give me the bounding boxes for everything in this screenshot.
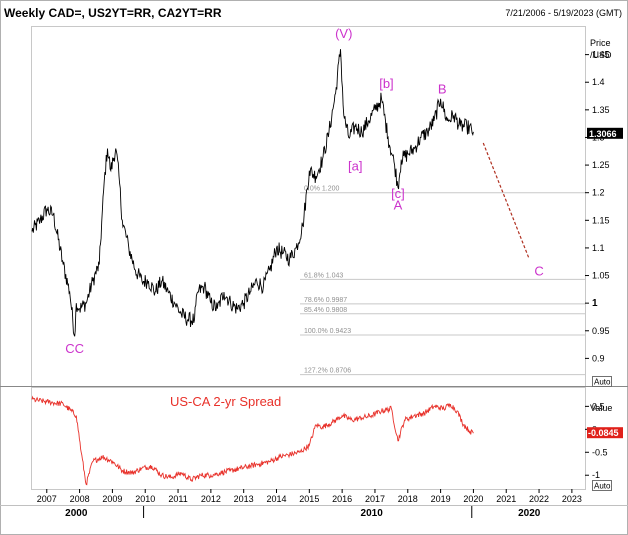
wave-label: A bbox=[394, 197, 403, 212]
spread-auto-button[interactable]: Auto bbox=[592, 480, 612, 491]
spread-auto-button-label[interactable]: Auto bbox=[594, 482, 611, 491]
wave-label: B bbox=[438, 81, 447, 96]
time-tick-label: 2011 bbox=[168, 494, 187, 504]
last-price-box bbox=[587, 127, 623, 139]
time-tick-label: 2017 bbox=[365, 494, 385, 504]
fibonacci-levels: 0.0% 1.200 61.8% 1.043 78.6% 0.9987 85.4% 0… bbox=[300, 186, 585, 376]
spread-series bbox=[31, 395, 474, 486]
time-tick-label: 2013 bbox=[234, 494, 254, 504]
time-axis: 2007 2008 2009 2010 2011 2012 2013 2014 2015 2016… bbox=[0, 489, 628, 519]
fib-label: 78.6% 0.9987 bbox=[304, 297, 347, 304]
time-tick-label: 2009 bbox=[102, 494, 122, 504]
price-tick-label: 1.15 bbox=[592, 215, 610, 225]
spread-panel-frame bbox=[31, 387, 586, 490]
wave-annotations: CC (V) [a] [b] [c]A B C bbox=[65, 26, 543, 356]
last-spread-tag: -0.0845 bbox=[587, 427, 623, 439]
time-tick-label: 2010 bbox=[135, 494, 155, 504]
wave-label: [c] bbox=[391, 186, 405, 201]
price-tick-label: 1 bbox=[592, 298, 598, 309]
spread-axis-title: Value bbox=[590, 403, 612, 413]
price-tick-label: 0.95 bbox=[592, 326, 610, 336]
price-tick-label: 1.2 bbox=[592, 188, 605, 198]
fib-label: 0.0% 1.200 bbox=[304, 186, 340, 193]
price-tick-label: 1.4 bbox=[592, 77, 605, 87]
projection-line bbox=[482, 142, 530, 260]
spread-line bbox=[31, 395, 474, 486]
price-tick-label: 1.45 bbox=[592, 50, 610, 60]
price-axis-title-1: Price bbox=[590, 38, 611, 48]
fib-label: 100.0% 0.9423 bbox=[304, 328, 351, 335]
chart-title: Weekly CAD=, US2YT=RR, CA2YT=RR bbox=[4, 6, 222, 20]
time-tick-label: 2012 bbox=[201, 494, 221, 504]
price-auto-button-box[interactable] bbox=[592, 376, 612, 387]
wave-label: [b] bbox=[379, 76, 393, 91]
time-tick-label: 2022 bbox=[529, 494, 549, 504]
wave-label: CC bbox=[65, 341, 84, 356]
fib-label: 127.2% 0.8706 bbox=[304, 368, 351, 375]
price-auto-button-label[interactable]: Auto bbox=[594, 378, 611, 387]
price-tick-label: 1.05 bbox=[592, 271, 610, 281]
date-range: 7/21/2006 - 5/19/2023 (GMT) bbox=[505, 8, 622, 18]
time-tick-label: 2007 bbox=[37, 494, 57, 504]
price-line bbox=[31, 49, 474, 337]
price-tick-label: 1.35 bbox=[592, 105, 610, 115]
time-tick-label: 2008 bbox=[70, 494, 90, 504]
decade-label: 2000 bbox=[65, 508, 88, 519]
spread-auto-button-box[interactable] bbox=[592, 480, 612, 491]
time-tick-label: 2015 bbox=[299, 494, 319, 504]
time-tick-label: 2021 bbox=[496, 494, 516, 504]
time-tick-label: 2014 bbox=[266, 494, 286, 504]
wave-label: (V) bbox=[335, 26, 352, 41]
wave-label: C bbox=[534, 264, 543, 279]
time-tick-label: 2020 bbox=[463, 494, 483, 504]
price-tick-label: 1.25 bbox=[592, 160, 610, 170]
fib-label: 85.4% 0.9808 bbox=[304, 307, 347, 314]
price-tick-label: 1.1 bbox=[592, 243, 605, 253]
last-spread-label: -0.0845 bbox=[588, 428, 619, 438]
time-tick-label: 2016 bbox=[332, 494, 352, 504]
price-series bbox=[31, 49, 530, 337]
spread-tick-label: 0.5 bbox=[592, 401, 605, 411]
time-tick-label: 2019 bbox=[431, 494, 451, 504]
last-price-tag: 1.3066 bbox=[587, 127, 623, 139]
fib-label: 61.8% 1.043 bbox=[304, 272, 343, 279]
spread-tick-label: -1 bbox=[592, 470, 600, 480]
price-auto-button[interactable]: Auto bbox=[592, 376, 612, 387]
spread-title: US-CA 2-yr Spread bbox=[170, 394, 281, 409]
price-tick-label: 0.9 bbox=[592, 353, 605, 363]
decade-label: 2020 bbox=[518, 508, 541, 519]
wave-label: [a] bbox=[348, 159, 362, 174]
spread-tick-label: -0.5 bbox=[592, 447, 608, 457]
time-tick-label: 2018 bbox=[398, 494, 418, 504]
time-tick-label: 2023 bbox=[562, 494, 582, 504]
last-spread-box bbox=[587, 427, 623, 439]
price-panel-frame bbox=[31, 26, 586, 387]
price-axis-title-2: /USD bbox=[590, 50, 612, 60]
last-price-label: 1.3066 bbox=[589, 129, 617, 139]
decade-label: 2010 bbox=[361, 508, 384, 519]
